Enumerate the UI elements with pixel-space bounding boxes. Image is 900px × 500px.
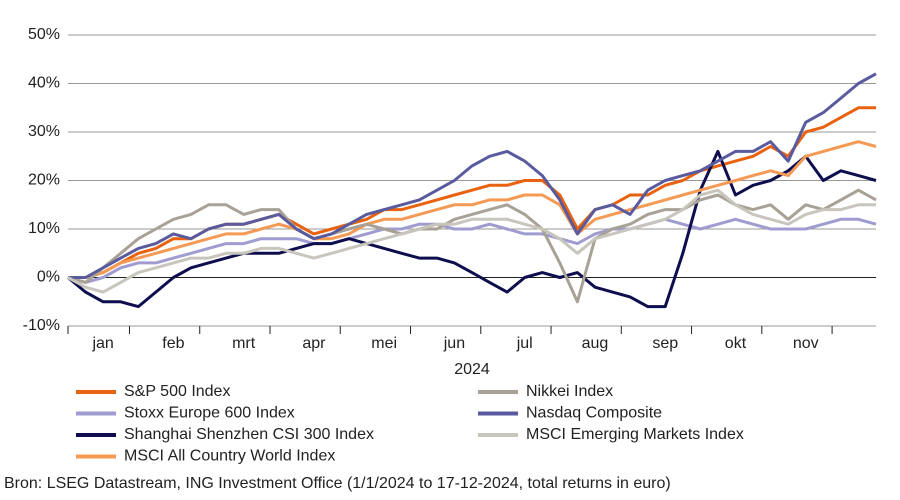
legend-label: S&P 500 Index <box>124 383 230 400</box>
x-tick-label: jun <box>443 335 465 352</box>
series-line <box>67 217 877 284</box>
series-line <box>68 106 876 279</box>
series-line <box>68 72 877 279</box>
legend-label: MSCI All Country World Index <box>124 448 335 465</box>
legend-label: Nasdaq Composite <box>526 405 662 422</box>
x-tick-label: okt <box>725 335 747 352</box>
series-line <box>68 140 877 279</box>
legend-label: Shanghai Shenzhen CSI 300 Index <box>124 426 374 443</box>
y-tick-label: 10% <box>28 220 60 237</box>
x-axis-label: 2024 <box>454 361 490 378</box>
x-tick-label: mrt <box>232 335 256 352</box>
series-line <box>67 188 876 294</box>
y-tick-label: 40% <box>28 75 60 92</box>
legend-label: Stoxx Europe 600 Index <box>124 405 295 422</box>
x-tick-label: apr <box>302 335 326 352</box>
x-tick-label: jan <box>91 335 113 352</box>
source-note: Bron: LSEG Datastream, ING Investment Of… <box>4 475 671 492</box>
y-tick-label: 50% <box>28 26 60 43</box>
x-tick-label: aug <box>582 335 609 352</box>
x-tick-label: mei <box>371 335 397 352</box>
legend-label: MSCI Emerging Markets Index <box>526 426 744 443</box>
y-tick-label: 30% <box>28 123 60 140</box>
x-tick-label: sep <box>652 335 678 352</box>
y-tick-label: -10% <box>23 317 60 334</box>
legend-label: Nikkei Index <box>526 383 613 400</box>
x-tick-label: feb <box>162 335 184 352</box>
y-tick-label: 0% <box>37 269 60 286</box>
y-tick-label: 20% <box>28 172 60 189</box>
series-line <box>67 188 877 304</box>
x-tick-label: nov <box>793 335 819 352</box>
series-line <box>67 149 877 309</box>
x-tick-label: jul <box>516 335 533 352</box>
